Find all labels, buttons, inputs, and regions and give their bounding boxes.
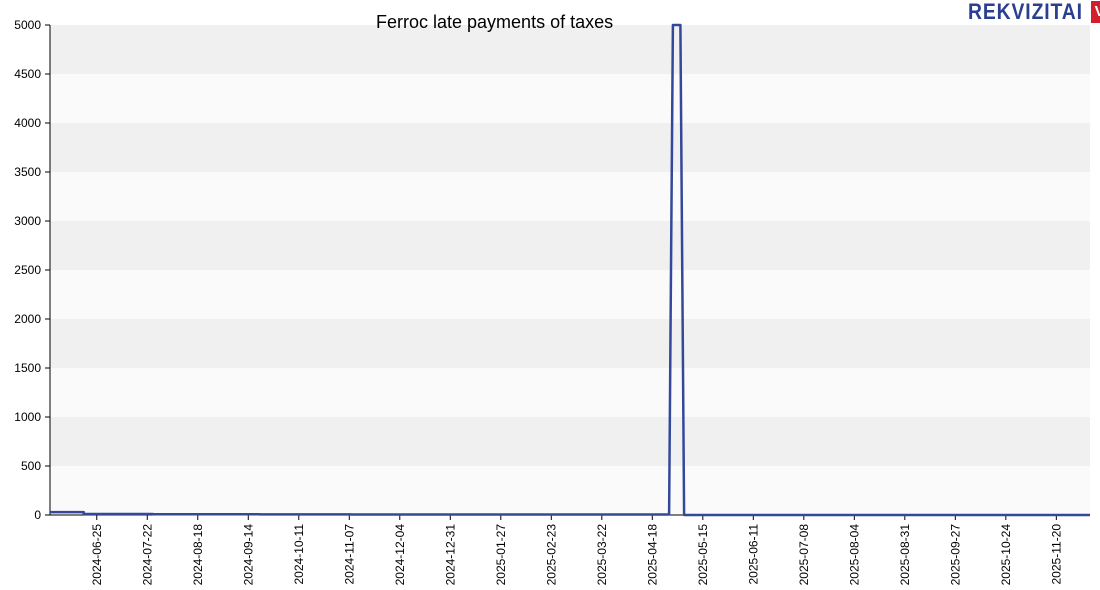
x-tick-label: 2025-09-27	[948, 524, 962, 586]
y-tick-label: 2000	[14, 312, 41, 326]
x-tick-label: 2024-06-25	[90, 524, 104, 586]
grid-band	[50, 417, 1090, 466]
x-tick-label: 2024-07-22	[140, 524, 154, 586]
grid-band	[50, 123, 1090, 172]
x-tick-label: 2025-07-08	[797, 524, 811, 586]
x-tick-label: 2024-10-11	[292, 524, 306, 585]
x-tick-label: 2024-12-04	[393, 524, 407, 586]
x-tick-label: 2025-08-04	[847, 524, 861, 586]
x-tick-label: 2024-08-18	[191, 524, 205, 586]
chart-title: Ferroc late payments of taxes	[376, 12, 614, 32]
grid-band	[50, 25, 1090, 74]
x-tick-label: 2025-08-31	[898, 524, 912, 586]
y-tick-label: 3000	[14, 214, 41, 228]
x-tick-label: 2024-12-31	[443, 524, 457, 586]
y-tick-label: 1500	[14, 361, 41, 375]
brand-logo: REKVIZITAI VŽ	[968, 0, 1100, 24]
x-axis: 2024-06-25 2024-07-22 2024-08-18 2024-09-14…	[50, 514, 1090, 586]
grid-band	[50, 74, 1090, 123]
x-tick-label: 2025-06-11	[746, 524, 760, 585]
x-tick-label: 2025-05-15	[696, 524, 710, 586]
series-layer	[50, 23, 1090, 517]
x-tick-label: 2024-11-07	[342, 524, 356, 585]
y-tick-label: 4000	[14, 116, 41, 130]
x-tick-label: 2025-02-23	[544, 524, 558, 586]
y-axis: 0 500 1000 1500 2000 2500 3000 3500 4000 4500 5000	[14, 18, 51, 522]
y-tick-label: 4500	[14, 67, 41, 81]
series-line	[50, 23, 1090, 517]
x-tick-label: 2025-11-20	[1049, 524, 1063, 585]
x-tick-label: 2025-04-18	[645, 524, 659, 586]
logo-text: REKVIZITAI	[968, 0, 1083, 24]
grid-band	[50, 172, 1090, 221]
x-tick-label: 2024-09-14	[241, 524, 255, 586]
x-tick-label: 2025-01-27	[494, 524, 508, 586]
y-tick-label: 5000	[14, 18, 41, 32]
grid-band	[50, 319, 1090, 368]
y-tick-label: 0	[34, 508, 41, 522]
grid-band	[50, 368, 1090, 417]
y-tick-label: 1000	[14, 410, 41, 424]
x-tick-label: 2025-03-22	[595, 524, 609, 586]
y-tick-label: 2500	[14, 263, 41, 277]
y-tick-label: 3500	[14, 165, 41, 179]
grid-band	[50, 221, 1090, 270]
grid-band	[50, 270, 1090, 319]
logo-badge: VŽ	[1090, 1, 1100, 23]
x-tick-label: 2025-10-24	[999, 524, 1013, 586]
y-tick-label: 500	[21, 459, 41, 473]
grid-band	[50, 466, 1090, 515]
grid-bands	[50, 25, 1090, 515]
